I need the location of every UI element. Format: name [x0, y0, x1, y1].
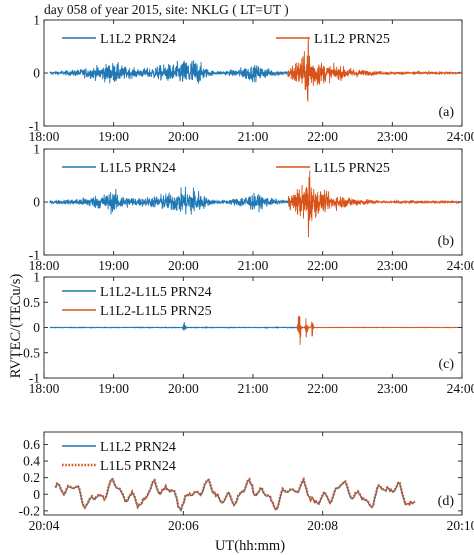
y-tick-label: 1	[33, 13, 40, 28]
x-tick-label: 20:08	[307, 518, 338, 533]
x-tick-label: 24:00	[447, 381, 474, 396]
y-tick-label: 0.5	[23, 295, 40, 310]
series-line-2	[54, 476, 416, 514]
x-tick-label: 22:00	[307, 258, 338, 273]
y-tick-label: 0.2	[23, 470, 40, 485]
panel-c: 18:00 19:00 20:00 21:00 22:00 23:00 24:00 -1 -0.…	[19, 270, 474, 397]
x-tick-label: 21:00	[238, 381, 269, 396]
y-tick-label: 1	[33, 270, 40, 285]
y-tick-label: 0	[33, 195, 40, 210]
x-tick-label: 19:00	[98, 381, 129, 396]
y-tick-label: 0.6	[23, 437, 40, 452]
x-tick-label: 24:00	[447, 258, 474, 273]
y-tick-label: -1	[29, 371, 40, 386]
x-tick-label: 23:00	[377, 258, 408, 273]
series-line-2	[296, 315, 460, 345]
chart-title: day 058 of year 2015, site: NKLG ( LT=UT…	[44, 2, 289, 17]
y-tick-label: -0.5	[19, 345, 41, 360]
legend-label-2: L1L5 PRN25	[314, 161, 390, 176]
x-tick-label: 21:00	[238, 258, 269, 273]
x-tick-label: 22:00	[307, 129, 338, 144]
panel-label: (a)	[438, 105, 454, 120]
series-line-1	[54, 478, 416, 513]
x-tick-label: 22:00	[307, 381, 338, 396]
legend-label-2: L1L2 PRN25	[314, 32, 390, 47]
x-tick-label: 20:00	[168, 258, 199, 273]
legend-label-1: L1L2 PRN24	[100, 440, 176, 455]
legend: L1L5 PRN24 L1L5 PRN25	[62, 161, 390, 176]
legend-label-2: L1L2-L1L5 PRN25	[100, 304, 212, 319]
legend: L1L2-L1L5 PRN24 L1L2-L1L5 PRN25	[62, 285, 212, 319]
panel-b: 18:00 19:00 20:00 21:00 22:00 23:00 24:00 -1 0 1 L…	[29, 142, 474, 274]
x-tick-label: 20:04	[29, 518, 60, 533]
panel-label: (c)	[438, 357, 454, 372]
x-tick-label: 23:00	[377, 129, 408, 144]
legend-label-1: L1L2 PRN24	[100, 32, 176, 47]
legend: L1L2 PRN24 L1L2 PRN25	[62, 32, 390, 47]
x-axis-label: UT(hh:mm)	[215, 538, 285, 554]
series-line-2	[287, 170, 460, 238]
x-tick-label: 24:00	[447, 129, 474, 144]
y-tick-label: 0	[33, 320, 40, 335]
panel-a: 18:00 19:00 20:00 21:00 22:00 23:00 24:00 -1 0 1 L…	[29, 13, 474, 145]
y-tick-label: 1	[33, 142, 40, 157]
panel-label: (b)	[438, 234, 455, 249]
legend-label-2: L1L5 PRN24	[100, 459, 176, 474]
y-axis-label: RVTEC/(TECu/s)	[8, 274, 24, 379]
x-tick-label: 20:00	[168, 129, 199, 144]
series-line-2	[287, 37, 461, 102]
x-tick-label: 21:00	[238, 129, 269, 144]
y-tick-label: 0	[33, 487, 40, 502]
x-tick-label: 20:00	[168, 381, 199, 396]
panel-label: (d)	[438, 494, 455, 509]
y-tick-label: 0.4	[23, 454, 40, 469]
legend-label-1: L1L2-L1L5 PRN24	[100, 285, 212, 300]
y-tick-label: -1	[29, 248, 40, 263]
x-tick-label: 23:00	[377, 381, 408, 396]
x-tick-label: 18:00	[29, 381, 60, 396]
y-tick-label: -1	[29, 119, 40, 134]
x-tick-label: 20:06	[168, 518, 199, 533]
x-tick-label: 19:00	[98, 129, 129, 144]
legend-label-1: L1L5 PRN24	[100, 161, 176, 176]
legend: L1L2 PRN24 L1L5 PRN24	[62, 440, 176, 474]
axes-frame	[43, 431, 463, 516]
panel-d: 20:04 20:06 20:08 20:10 -0.20 0.20.4 0.6 L1L2 P…	[19, 431, 474, 533]
x-tick-label: 20:10	[447, 518, 474, 533]
y-tick-label: 0	[33, 66, 40, 81]
y-tick-label: -0.2	[19, 503, 40, 518]
x-tick-label: 19:00	[98, 258, 129, 273]
series-line-1	[49, 60, 309, 84]
series-line-1	[49, 186, 309, 215]
x-tick-label: 18:00	[29, 129, 60, 144]
x-tick-label: 18:00	[29, 258, 60, 273]
series-line-1	[49, 321, 309, 331]
